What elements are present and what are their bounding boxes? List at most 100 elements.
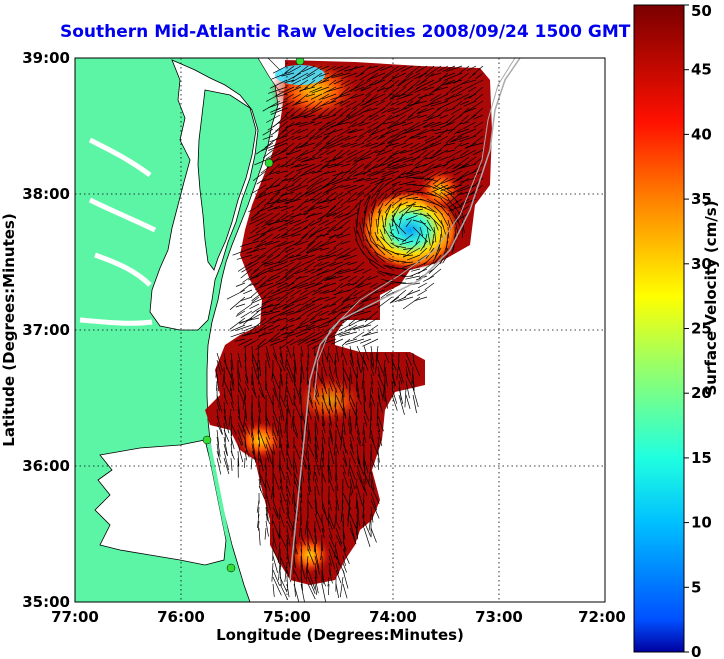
velocity-arrow — [309, 219, 323, 227]
velocity-arrow — [342, 562, 347, 573]
velocity-arrow — [307, 443, 315, 457]
velocity-arrow — [349, 471, 356, 489]
velocity-arrow — [458, 121, 470, 125]
velocity-arrow — [328, 548, 336, 569]
velocity-arrow — [230, 373, 234, 391]
velocity-arrow — [306, 65, 323, 77]
velocity-arrow — [359, 65, 372, 76]
velocity-arrow — [293, 555, 296, 568]
velocity-arrow — [393, 252, 407, 256]
velocity-arrow — [249, 310, 267, 321]
velocity-arrow — [278, 226, 288, 232]
velocity-arrow — [272, 373, 280, 389]
velocity-arrow — [272, 408, 279, 424]
velocity-arrow — [300, 443, 310, 463]
velocity-arrow — [461, 226, 463, 238]
velocity-arrow — [300, 149, 316, 157]
velocity-arrow — [325, 184, 344, 193]
velocity-arrow — [432, 247, 442, 262]
velocity-arrow — [230, 352, 234, 371]
velocity-arrow — [262, 135, 274, 140]
velocity-arrow — [405, 394, 411, 409]
velocity-arrow — [403, 135, 414, 143]
velocity-arrow — [422, 149, 435, 158]
velocity-arrow — [290, 289, 302, 297]
velocity-arrow — [285, 247, 295, 253]
velocity-arrow — [347, 275, 358, 282]
velocity-arrow — [381, 215, 386, 235]
velocity-arrow — [377, 142, 393, 155]
velocity-arrow — [283, 79, 295, 84]
velocity-arrow — [334, 541, 337, 558]
velocity-arrow — [293, 93, 309, 106]
velocity-arrow — [374, 177, 393, 185]
velocity-arrow — [216, 429, 220, 445]
velocity-arrow — [403, 86, 421, 98]
velocity-arrow — [334, 100, 344, 106]
velocity-arrow — [363, 527, 371, 548]
velocity-arrow — [251, 443, 256, 463]
velocity-arrow — [317, 324, 330, 329]
velocity-arrow — [409, 268, 428, 277]
velocity-arrow — [237, 422, 246, 440]
velocity-arrow — [423, 86, 435, 91]
velocity-arrow — [429, 72, 442, 77]
velocity-arrow — [423, 121, 442, 128]
velocity-arrow — [334, 513, 337, 529]
velocity-arrow — [321, 422, 326, 434]
velocity-arrow — [333, 212, 344, 219]
velocity-arrow — [395, 65, 407, 72]
velocity-arrow — [408, 170, 421, 175]
velocity-arrow — [413, 296, 428, 302]
velocity-arrow — [298, 121, 316, 128]
velocity-arrow — [251, 394, 253, 410]
velocity-arrow — [370, 478, 373, 489]
velocity-arrow — [451, 107, 463, 115]
velocity-arrow — [312, 331, 330, 342]
velocity-arrow — [412, 226, 429, 243]
velocity-arrow — [343, 65, 365, 72]
velocity-arrow — [272, 478, 275, 498]
velocity-arrow — [330, 331, 344, 339]
velocity-arrow — [383, 121, 393, 125]
velocity-arrow — [417, 135, 428, 140]
velocity-arrow — [266, 114, 281, 123]
velocity-arrow — [388, 72, 400, 83]
velocity-arrow — [251, 408, 254, 429]
velocity-arrow — [332, 170, 351, 177]
velocity-arrow — [237, 387, 245, 404]
velocity-arrow — [300, 345, 304, 357]
velocity-arrow — [279, 310, 295, 316]
velocity-arrow — [305, 93, 316, 98]
velocity-arrow — [348, 457, 351, 477]
velocity-arrow — [341, 345, 344, 358]
velocity-arrow — [223, 380, 233, 398]
velocity-arrow — [377, 373, 385, 388]
velocity-arrow — [398, 180, 416, 186]
velocity-arrow — [280, 205, 295, 212]
velocity-arrow — [408, 107, 421, 118]
velocity-arrow — [368, 513, 372, 531]
velocity-arrow — [333, 289, 351, 296]
velocity-arrow — [328, 380, 333, 392]
velocity-arrow — [455, 86, 470, 95]
velocity-arrow — [308, 226, 323, 238]
velocity-arrow — [223, 394, 228, 405]
velocity-arrow — [328, 443, 335, 465]
velocity-arrow — [344, 135, 358, 141]
velocity-arrow — [336, 247, 351, 257]
velocity-arrow — [425, 135, 442, 144]
velocity-arrow — [342, 352, 348, 365]
velocity-arrow — [333, 156, 351, 167]
velocity-arrow — [334, 359, 337, 374]
velocity-arrow — [404, 387, 407, 408]
velocity-arrow — [334, 254, 344, 261]
velocity-arrow — [237, 380, 245, 395]
velocity-arrow — [258, 380, 265, 400]
velocity-arrow — [370, 212, 373, 228]
velocity-arrow — [272, 429, 278, 441]
velocity-arrow — [401, 233, 414, 243]
velocity-arrow — [391, 387, 398, 404]
velocity-arrow — [279, 443, 286, 462]
velocity-arrow — [255, 226, 267, 234]
